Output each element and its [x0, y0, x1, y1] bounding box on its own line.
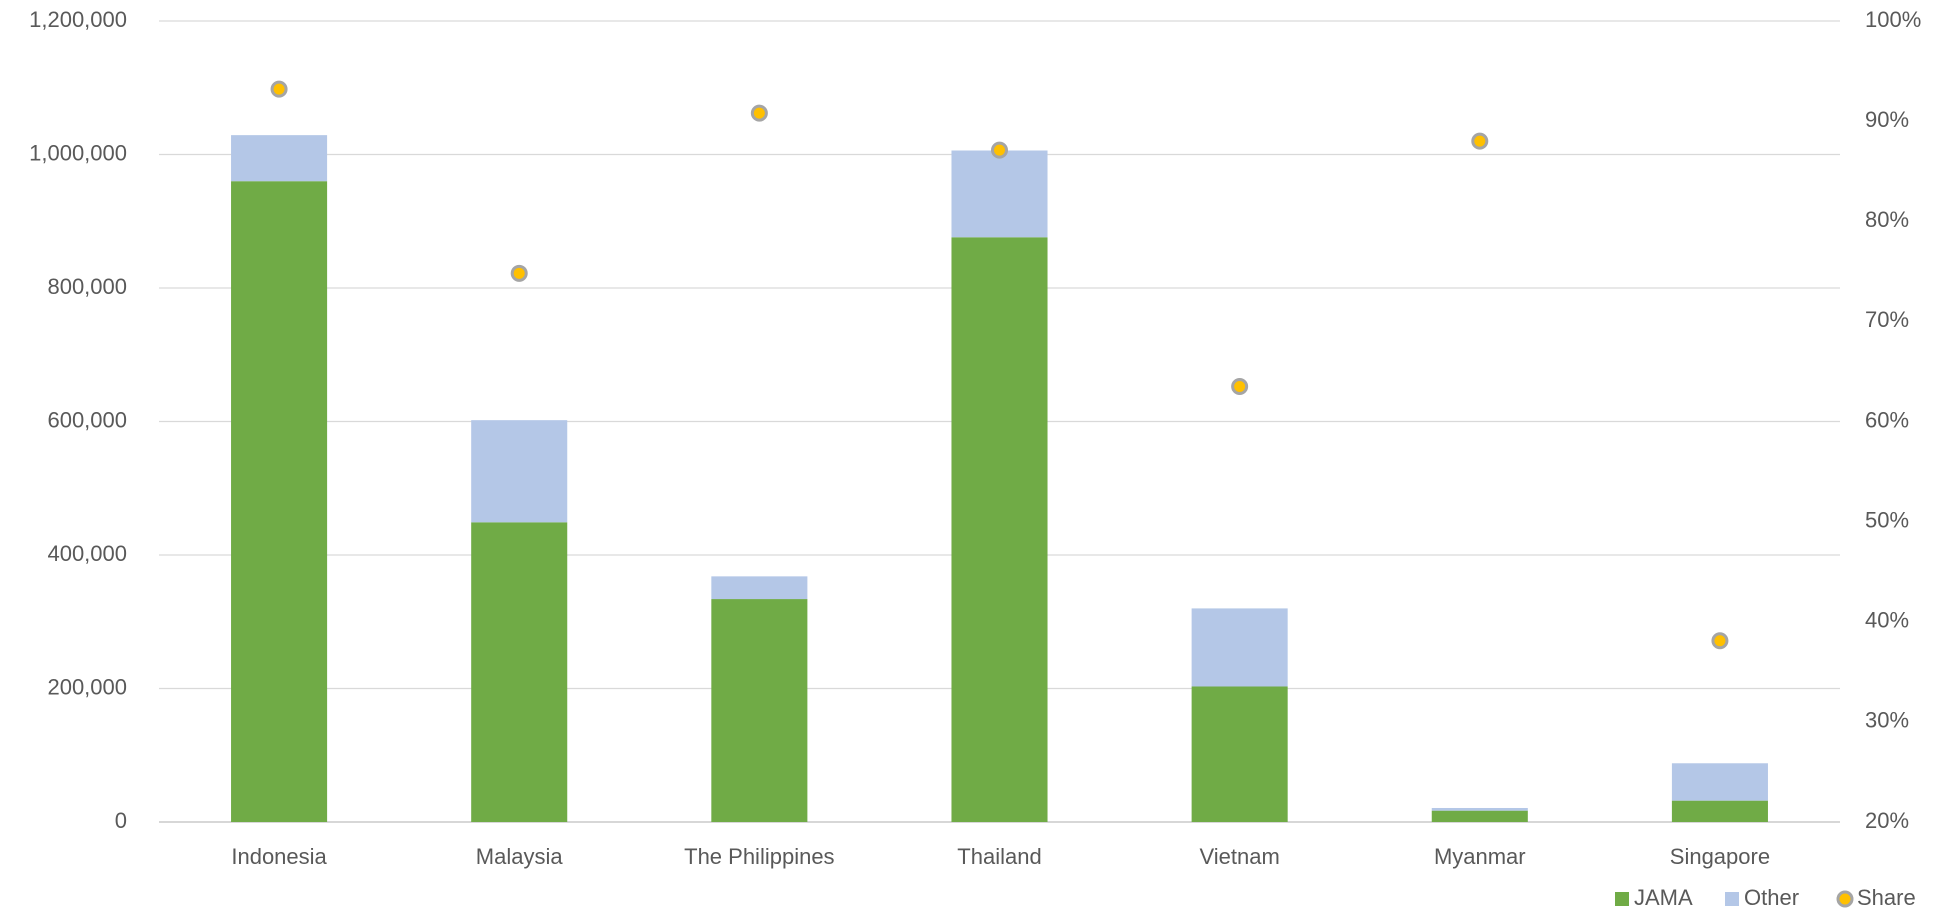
bar	[1191, 608, 1288, 687]
share-dot	[1471, 132, 1489, 150]
bar	[1671, 800, 1768, 822]
y-tick-label: 0	[115, 808, 127, 833]
share-dot	[750, 104, 768, 122]
share-dot	[1231, 377, 1249, 395]
y2-tick-label: 90%	[1865, 107, 1909, 132]
share-dot	[270, 80, 288, 98]
x-tick-label: The Philippines	[684, 844, 834, 869]
legend-swatch	[1615, 892, 1629, 906]
y2-tick-label: 30%	[1865, 708, 1909, 733]
bar	[1671, 763, 1768, 801]
legend-swatch	[1725, 892, 1739, 906]
y2-tick-label: 70%	[1865, 307, 1909, 332]
x-tick-label: Indonesia	[231, 844, 327, 869]
bar	[471, 522, 568, 822]
legend-label: Share	[1857, 885, 1916, 909]
y2-tick-label: 50%	[1865, 507, 1909, 532]
bar	[231, 135, 328, 182]
share-dot	[1711, 632, 1729, 650]
legend-label: JAMA	[1634, 885, 1693, 909]
x-tick-label: Malaysia	[476, 844, 564, 869]
share-dot	[991, 141, 1008, 159]
x-tick-label: Thailand	[957, 844, 1041, 869]
y-tick-label: 1,200,000	[29, 7, 127, 32]
y2-tick-label: 100%	[1865, 7, 1921, 32]
y2-tick-label: 80%	[1865, 207, 1909, 232]
y2-tick-label: 20%	[1865, 808, 1909, 833]
y2-tick-label: 60%	[1865, 407, 1909, 432]
x-tick-label: Myanmar	[1434, 844, 1526, 869]
legend-swatch	[1836, 890, 1854, 908]
x-tick-label: Vietnam	[1199, 844, 1279, 869]
bar	[471, 420, 568, 523]
bar	[951, 237, 1048, 822]
bar	[1431, 807, 1528, 811]
legend-label: Other	[1744, 885, 1799, 909]
bar	[1191, 686, 1288, 822]
x-tick-label: Singapore	[1670, 844, 1770, 869]
y-tick-label: 200,000	[47, 674, 127, 699]
bar	[231, 181, 328, 822]
y-tick-label: 400,000	[47, 541, 127, 566]
bar	[1431, 810, 1528, 822]
y-tick-label: 600,000	[47, 407, 127, 432]
y-tick-label: 800,000	[47, 274, 127, 299]
bar	[711, 599, 808, 822]
bar	[711, 576, 808, 600]
bar	[951, 150, 1048, 238]
y2-tick-label: 40%	[1865, 608, 1909, 633]
y-tick-label: 1,000,000	[29, 140, 127, 165]
share-dot	[510, 264, 528, 282]
